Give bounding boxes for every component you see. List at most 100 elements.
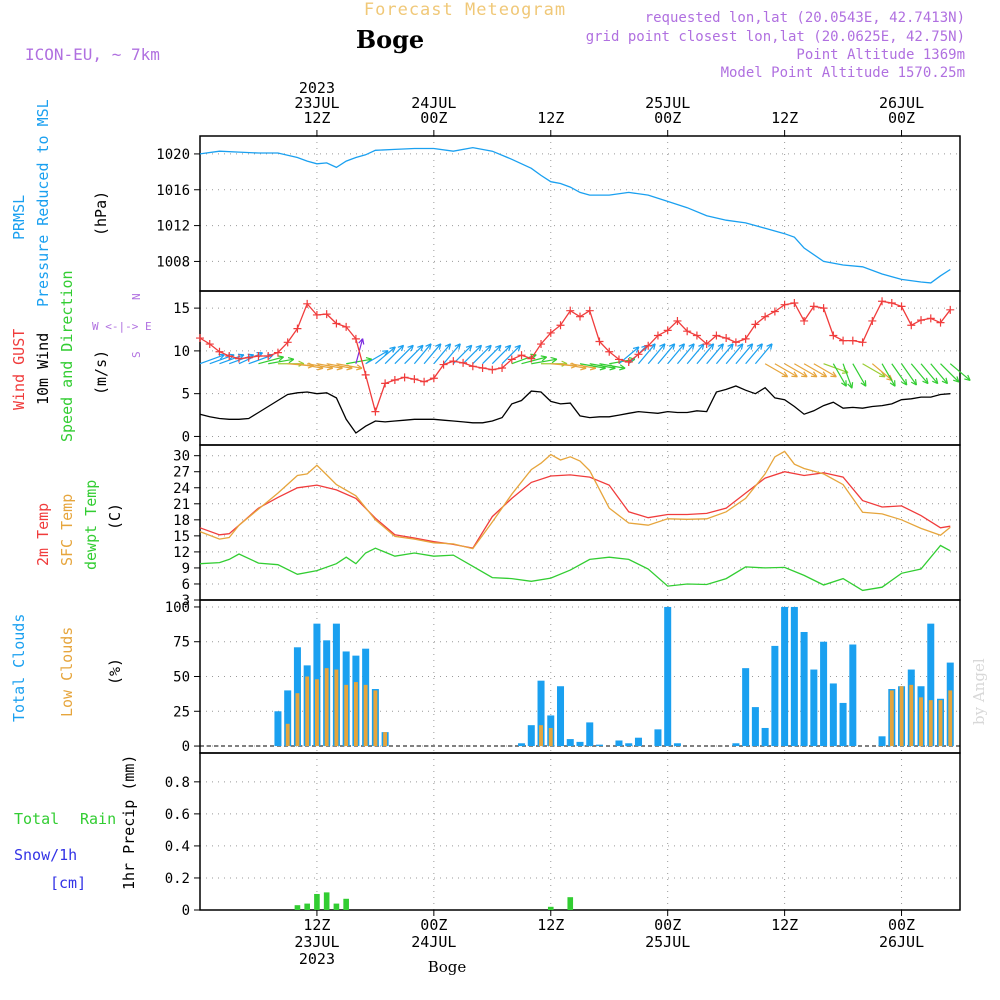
wind-arrow-head: [678, 343, 685, 350]
total-cloud-bar: [849, 644, 857, 747]
total-cloud-bar: [615, 740, 623, 747]
gust-marker: [653, 331, 662, 340]
model-label: ICON-EU, ~ 7km: [25, 45, 160, 64]
y-tick-label: 30: [173, 449, 190, 465]
y-tick-label: 1016: [156, 183, 190, 199]
total-cloud-bar: [576, 741, 584, 747]
watermark: by Angel: [970, 658, 988, 725]
gust-marker: [429, 374, 438, 383]
clouds-unit: (%): [106, 658, 124, 685]
y-tick-label: 25: [173, 704, 190, 720]
wind-arrow: [560, 363, 587, 369]
gust-marker: [780, 300, 789, 309]
wind-arrow: [433, 343, 452, 365]
gust-marker: [897, 302, 906, 311]
gust-marker: [644, 341, 653, 350]
wind-10m-line: [199, 385, 951, 434]
x-tick-label-bottom: 12Z: [771, 916, 798, 934]
gust-marker: [907, 321, 916, 330]
x-tick-label-top: 00Z: [420, 109, 447, 127]
total-cloud-bar: [625, 743, 633, 747]
low-cloud-bar: [305, 676, 310, 747]
gust-marker: [605, 347, 614, 356]
gust-marker: [683, 327, 692, 336]
x-tick-label-bottom: 24JUL: [411, 933, 456, 951]
compass-south: S: [130, 351, 143, 358]
wind-10m-label: 10m Wind: [34, 333, 52, 405]
total-cloud-bar: [673, 743, 681, 747]
y-tick-label: 0.4: [165, 839, 190, 855]
wind-arrow: [794, 363, 818, 378]
wind-arrow: [229, 354, 254, 365]
y-tick-label: 10: [173, 344, 190, 360]
x-tick-label-top: 23JUL: [294, 94, 339, 112]
wind-arrow: [832, 363, 847, 387]
wind-arrow: [482, 344, 502, 365]
temp-unit: (C): [106, 503, 124, 530]
gust-marker: [420, 377, 429, 386]
wind-speed-dir-label: Speed and Direction: [58, 270, 76, 442]
gust-marker: [293, 324, 302, 333]
wind-arrow-head: [737, 343, 744, 350]
wind-arrow: [842, 363, 853, 389]
wind-arrow: [881, 363, 896, 387]
gust-marker: [196, 334, 204, 343]
low-cloud-bar: [324, 668, 329, 747]
wind-arrow-head: [668, 343, 676, 350]
gust-marker: [225, 352, 234, 361]
panel-frame-precip: [199, 752, 961, 911]
wind-arrow: [745, 343, 763, 365]
gust-marker: [517, 351, 526, 360]
wind-arrow-head: [727, 343, 734, 350]
gust-marker: [673, 316, 682, 325]
wind-arrow-head: [766, 343, 773, 350]
y-tick-label: 1012: [156, 219, 190, 235]
low-cloud-bar: [948, 690, 953, 747]
low-cloud-bar: [344, 684, 349, 747]
total-cloud-bar: [878, 736, 886, 747]
wind-arrow: [346, 358, 372, 365]
gust-marker: [595, 337, 604, 346]
gust-marker: [692, 331, 701, 340]
gust-marker: [790, 298, 799, 307]
wind-arrow-head: [407, 344, 414, 352]
temp-2m-label: 2m Temp: [34, 503, 52, 566]
rain-bar: [567, 897, 574, 910]
pressure-label: Pressure Reduced to MSL: [34, 99, 52, 307]
wind-arrow: [365, 350, 389, 365]
gust-marker: [585, 306, 594, 315]
wind-arrow-head: [841, 380, 847, 387]
model-altitude: Model Point Altitude 1570.25m: [721, 65, 965, 81]
wind-arrow-head: [287, 356, 295, 364]
wind-arrow: [901, 363, 917, 386]
wind-arrow: [725, 343, 744, 365]
wind-arrow-head: [860, 380, 867, 387]
gust-marker: [566, 306, 575, 315]
x-tick-label-top: 24JUL: [411, 94, 456, 112]
total-clouds-label: Total Clouds: [10, 614, 28, 722]
gust-marker: [478, 364, 487, 372]
wind-arrow-head: [922, 377, 929, 385]
x-tick-label-top: 00Z: [654, 109, 681, 127]
low-cloud-bar: [373, 690, 378, 747]
wind-arrow: [852, 363, 867, 387]
wind-arrow: [579, 363, 606, 369]
prmsl-line: [199, 146, 951, 284]
rain-bar: [314, 893, 320, 910]
gust-marker: [283, 338, 292, 347]
wind-arrow: [589, 363, 616, 369]
wind-arrow: [862, 363, 886, 378]
wind-arrow: [813, 363, 837, 378]
wind-arrow: [764, 363, 788, 378]
wind-arrow: [657, 343, 676, 365]
gust-marker: [537, 340, 546, 349]
gust-marker: [546, 328, 555, 337]
wind-arrow-head: [417, 344, 424, 352]
gust-marker: [322, 310, 331, 319]
gust-marker: [264, 352, 273, 361]
wind-arrow: [258, 356, 284, 365]
compass-east-west: W <-|-> E: [92, 320, 152, 333]
wind-arrow-head: [932, 377, 939, 385]
x-tick-label-bottom: 00Z: [654, 916, 681, 934]
